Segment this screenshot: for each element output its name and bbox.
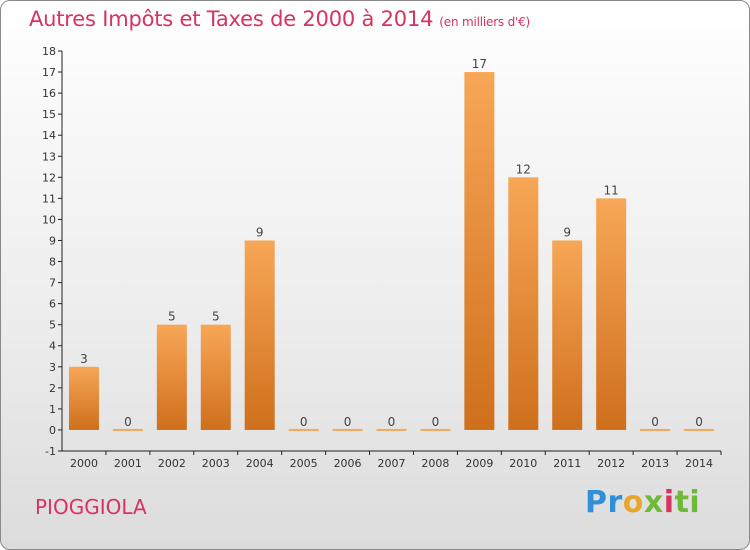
y-tick-label: -1 — [45, 445, 56, 458]
y-tick-label: 15 — [42, 108, 56, 121]
data-label-2010: 12 — [516, 162, 531, 176]
bar-2012 — [596, 198, 627, 430]
logo-part-3: x — [643, 485, 664, 520]
logo-part-4: i — [663, 485, 675, 520]
x-tick-label-2014: 2014 — [685, 457, 713, 470]
bar-2011 — [552, 240, 583, 430]
bar-2002 — [156, 324, 187, 430]
x-tick-label-2010: 2010 — [509, 457, 537, 470]
data-label-2008: 0 — [432, 415, 440, 429]
y-tick-label: 14 — [42, 129, 56, 142]
chart-title: Autres Impôts et Taxes de 2000 à 2014 (en… — [29, 7, 530, 31]
bar-2004 — [244, 240, 275, 430]
data-label-2003: 5 — [212, 310, 220, 324]
bar-2001 — [112, 428, 143, 431]
bar-2000 — [68, 366, 99, 430]
data-label-2005: 0 — [300, 415, 308, 429]
data-label-2002: 5 — [168, 310, 176, 324]
x-tick-label-2003: 2003 — [202, 457, 230, 470]
x-tick-label-2012: 2012 — [597, 457, 625, 470]
logo-part-2: o — [622, 485, 644, 520]
logo-part-1: Pr — [585, 485, 623, 520]
y-tick-label: 17 — [42, 66, 56, 79]
bar-2005 — [288, 428, 319, 431]
bar-2009 — [464, 72, 495, 430]
y-tick-label: 8 — [49, 256, 56, 269]
bar-2007 — [376, 428, 407, 431]
y-tick-label: 6 — [49, 298, 56, 311]
y-tick-label: 18 — [42, 45, 56, 58]
y-tick-label: 16 — [42, 87, 56, 100]
data-label-2001: 0 — [124, 415, 132, 429]
proxiti-logo: Proxiti — [585, 485, 700, 520]
data-label-2014: 0 — [695, 415, 703, 429]
place-name: PIOGGIOLA — [35, 495, 147, 519]
y-tick-label: 1 — [49, 403, 56, 416]
y-tick-label: 3 — [49, 361, 56, 374]
bar-2003 — [200, 324, 231, 430]
data-label-2006: 0 — [344, 415, 352, 429]
data-label-2000: 3 — [80, 352, 88, 366]
x-tick-label-2011: 2011 — [553, 457, 581, 470]
y-tick-label: 12 — [42, 171, 56, 184]
x-tick-label-2007: 2007 — [378, 457, 406, 470]
bar-2014 — [684, 428, 715, 431]
bar-2013 — [640, 428, 671, 431]
x-tick-label-2009: 2009 — [465, 457, 493, 470]
data-label-2011: 9 — [563, 225, 571, 239]
y-tick-label: 0 — [49, 424, 56, 437]
y-tick-label: 13 — [42, 150, 56, 163]
x-tick-label-2005: 2005 — [290, 457, 318, 470]
y-tick-label: 9 — [49, 234, 56, 247]
y-tick-label: 11 — [42, 192, 56, 205]
chart-unit: (en milliers d'€) — [439, 15, 531, 29]
x-tick-label-2001: 2001 — [114, 457, 142, 470]
data-label-2013: 0 — [651, 415, 659, 429]
bar-2010 — [508, 177, 539, 430]
x-tick-label-2013: 2013 — [641, 457, 669, 470]
bar-2006 — [332, 428, 363, 431]
x-tick-label-2008: 2008 — [421, 457, 449, 470]
data-label-2012: 11 — [604, 183, 619, 197]
x-tick-label-2004: 2004 — [246, 457, 274, 470]
y-tick-label: 4 — [49, 340, 56, 353]
x-tick-label-2006: 2006 — [334, 457, 362, 470]
chart-title-text: Autres Impôts et Taxes de 2000 à 2014 — [29, 7, 434, 31]
y-tick-label: 5 — [49, 319, 56, 332]
y-tick-label: 2 — [49, 382, 56, 395]
x-tick-label-2000: 2000 — [70, 457, 98, 470]
y-tick-label: 10 — [42, 213, 56, 226]
y-tick-label: 7 — [49, 277, 56, 290]
bar-2008 — [420, 428, 451, 431]
data-label-2007: 0 — [388, 415, 396, 429]
data-label-2009: 17 — [472, 57, 487, 71]
x-tick-label-2002: 2002 — [158, 457, 186, 470]
data-label-2004: 9 — [256, 225, 264, 239]
logo-part-5: ti — [674, 485, 701, 520]
